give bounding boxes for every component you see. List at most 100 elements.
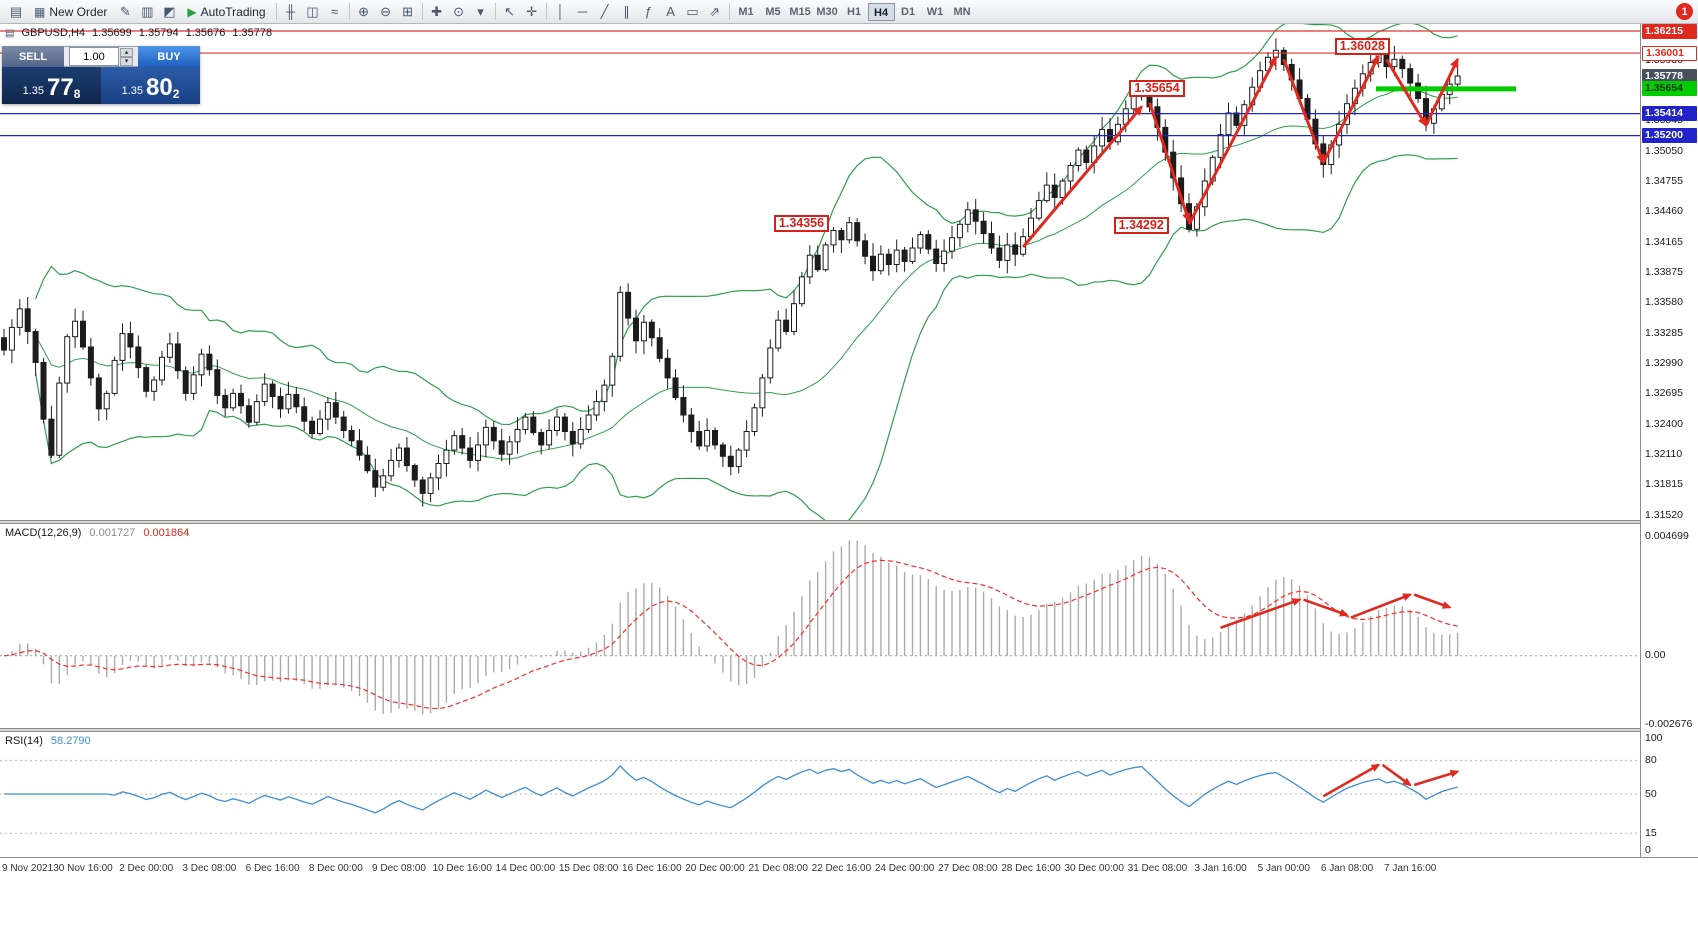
chart-region: ▤ GBPUSD,H4 1.35699 1.35794 1.35676 1.35… [0, 23, 1698, 947]
bid-price-sup: 8 [73, 87, 81, 101]
vertical-line-icon[interactable]: │ [556, 3, 565, 19]
trend-arrow[interactable] [1350, 593, 1413, 619]
strategy-tester-icon[interactable]: ◩ [163, 3, 176, 19]
empty-area [0, 879, 1698, 947]
timeframe-button-h4[interactable]: H4 [867, 2, 895, 21]
price-axis-tick: 1.34460 [1645, 205, 1683, 218]
time-axis[interactable]: 9 Nov 2021 30 Nov 16:00 2 Dec 00:00 3 Dec 0… [0, 857, 1698, 880]
price-annotation[interactable]: 1.35654 [1129, 79, 1185, 97]
macd-indicator-panel[interactable]: MACD(12,26,9) 0.001727 0.001864 [0, 524, 1640, 728]
fibonacci-icon[interactable]: ƒ [644, 3, 653, 19]
trendline-icon[interactable]: ╱ [600, 3, 609, 19]
volume-control: ▴ ▾ [64, 46, 138, 67]
price-axis-badge: 1.35200 [1642, 128, 1697, 144]
trend-arrow[interactable] [1321, 54, 1380, 164]
ohlc-low: 1.35676 [185, 27, 226, 39]
tile-windows-icon[interactable]: ⊞ [402, 3, 413, 19]
timeframe-button-w1[interactable]: W1 [926, 5, 944, 18]
terminal-icon[interactable]: ▥ [141, 3, 154, 19]
trend-arrow[interactable] [1187, 55, 1278, 226]
price-annotation[interactable]: 1.34292 [1113, 217, 1169, 235]
price-axis-tick: 1.33580 [1645, 296, 1683, 309]
price-axis[interactable]: 1.359301.356351.353451.350501.347551.344… [1640, 23, 1698, 857]
bid-price[interactable]: 1.35 77 8 [2, 67, 101, 104]
price-axis-tick: 1.32400 [1645, 417, 1683, 430]
horizontal-line-icon[interactable]: ─ [577, 3, 588, 19]
line-chart-mode-icon[interactable]: ≈ [330, 3, 339, 19]
crosshair-icon[interactable]: ✛ [526, 3, 537, 19]
new-order-button[interactable]: ▦ New Order [27, 2, 114, 22]
timeframe-button-mn[interactable]: MN [953, 5, 971, 18]
time-axis-label: 9 Dec 08:00 [372, 863, 426, 874]
price-axis-badge: 1.35778 [1642, 68, 1697, 84]
indicator-axis-value: 0.004699 [1645, 529, 1689, 542]
trend-arrow[interactable] [1220, 598, 1302, 629]
notification-badge[interactable]: 1 [1676, 3, 1693, 20]
volume-increase-button[interactable]: ▴ [120, 47, 133, 57]
trend-arrow[interactable] [1385, 58, 1428, 128]
bar-chart-mode-icon[interactable]: ╫ [285, 3, 296, 19]
trend-arrow[interactable] [1021, 105, 1143, 248]
period-clock-icon[interactable]: ⊙ [453, 3, 464, 19]
trend-arrow[interactable] [1424, 57, 1459, 126]
sell-button[interactable]: SELL [2, 46, 64, 67]
toolbar-separator [494, 3, 496, 20]
metaeditor-icon[interactable]: ✎ [119, 3, 131, 19]
price-axis-tick: 1.32695 [1645, 387, 1683, 400]
volume-decrease-button[interactable]: ▾ [120, 56, 133, 66]
price-axis-tick: 1.31520 [1645, 508, 1683, 521]
main-chart-plot[interactable] [0, 24, 1640, 520]
macd-main-value: 0.001727 [89, 527, 136, 539]
trend-arrow[interactable] [1148, 102, 1191, 224]
price-axis-tick: 1.33875 [1645, 265, 1683, 278]
ask-price[interactable]: 1.35 80 2 [101, 67, 200, 104]
buy-button[interactable]: BUY [138, 46, 200, 67]
time-axis-label: 30 Dec 00:00 [1064, 863, 1124, 874]
trend-arrow[interactable] [1303, 598, 1349, 617]
templates-dropdown-icon[interactable]: ▾ [477, 3, 484, 19]
time-axis-label: 28 Dec 16:00 [1001, 863, 1061, 874]
macd-signal-line [3, 559, 1458, 710]
rsi-indicator-panel[interactable]: RSI(14) 58.2790 [0, 732, 1640, 857]
text-label-icon[interactable]: ▭ [686, 3, 699, 19]
cursor-icon[interactable]: ↖ [504, 3, 515, 19]
main-chart-panel[interactable]: ▤ GBPUSD,H4 1.35699 1.35794 1.35676 1.35… [0, 24, 1640, 520]
time-axis-label: 31 Dec 08:00 [1127, 863, 1188, 874]
candlestick-mode-icon[interactable]: ◫ [306, 3, 319, 19]
timeframe-button-d1[interactable]: D1 [901, 5, 916, 18]
rsi-value: 58.2790 [50, 735, 91, 747]
indicator-axis-value: 0 [1645, 843, 1651, 856]
price-annotation[interactable]: 1.34356 [773, 215, 830, 233]
timeframe-button-m30[interactable]: M30 [816, 5, 838, 18]
arrow-tools-icon[interactable]: ⇗ [709, 3, 720, 19]
autotrading-button-label: AutoTrading [200, 4, 266, 19]
trend-arrow[interactable] [1413, 769, 1460, 787]
time-axis-label: 10 Dec 16:00 [432, 863, 492, 874]
time-axis-label: 27 Dec 08:00 [938, 863, 998, 874]
rsi-plot[interactable] [0, 732, 1640, 857]
panel-separator[interactable] [0, 728, 1698, 732]
macd-plot[interactable] [0, 524, 1640, 728]
autotrading-button[interactable]: ▶ AutoTrading [180, 2, 272, 22]
chart-window-icon[interactable]: ▤ [9, 3, 23, 19]
indicator-axis-value: 80 [1645, 753, 1657, 766]
trend-arrow[interactable] [1413, 593, 1452, 609]
text-icon[interactable]: A [666, 3, 675, 19]
trend-arrow[interactable] [1282, 58, 1325, 165]
zoom-out-icon[interactable]: ⊖ [380, 3, 391, 19]
timeframe-button-m5[interactable]: M5 [765, 5, 781, 18]
timeframe-button-h1[interactable]: H1 [847, 5, 862, 18]
time-axis-label: 7 Jan 16:00 [1384, 863, 1437, 874]
new-chart-icon[interactable]: ✚ [431, 3, 442, 19]
trend-arrow[interactable] [1322, 763, 1381, 798]
equidistant-channel-icon[interactable]: ∥ [623, 3, 630, 19]
trend-arrow[interactable] [1381, 763, 1412, 787]
new-order-button-label: New Order [49, 4, 108, 19]
timeframe-button-m15[interactable]: M15 [789, 5, 811, 18]
chart-mini-icon: ▤ [5, 27, 15, 39]
timeframe-button-m1[interactable]: M1 [738, 5, 754, 18]
panel-separator[interactable] [0, 520, 1698, 524]
volume-input[interactable] [69, 47, 119, 66]
price-annotation[interactable]: 1.36028 [1334, 37, 1390, 55]
zoom-in-icon[interactable]: ⊕ [358, 3, 369, 19]
